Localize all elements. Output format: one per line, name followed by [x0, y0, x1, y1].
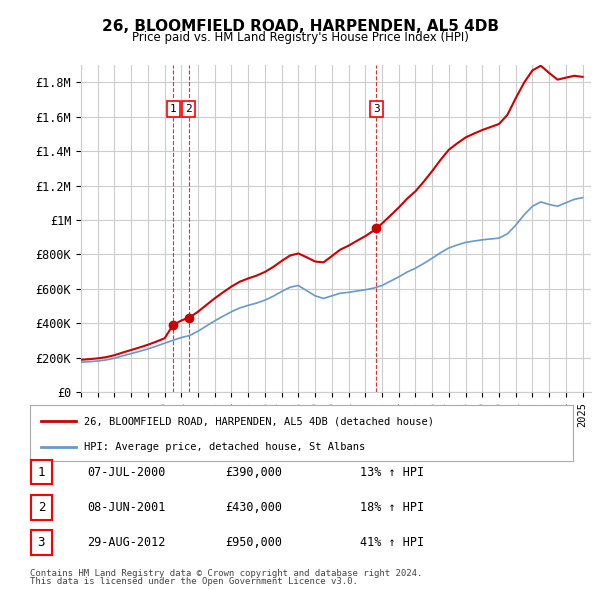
- Text: HPI: Average price, detached house, St Albans: HPI: Average price, detached house, St A…: [85, 442, 365, 453]
- Text: Contains HM Land Registry data © Crown copyright and database right 2024.: Contains HM Land Registry data © Crown c…: [30, 569, 422, 578]
- Text: 2: 2: [38, 501, 45, 514]
- Text: 3: 3: [38, 536, 45, 549]
- Text: 18% ↑ HPI: 18% ↑ HPI: [360, 501, 424, 514]
- Text: 2: 2: [185, 104, 192, 114]
- Text: 07-JUL-2000: 07-JUL-2000: [87, 466, 166, 478]
- Text: 3: 3: [373, 104, 380, 114]
- Text: 26, BLOOMFIELD ROAD, HARPENDEN, AL5 4DB (detached house): 26, BLOOMFIELD ROAD, HARPENDEN, AL5 4DB …: [85, 416, 434, 426]
- Text: £950,000: £950,000: [225, 536, 282, 549]
- Text: 41% ↑ HPI: 41% ↑ HPI: [360, 536, 424, 549]
- Text: 08-JUN-2001: 08-JUN-2001: [87, 501, 166, 514]
- Text: This data is licensed under the Open Government Licence v3.0.: This data is licensed under the Open Gov…: [30, 578, 358, 586]
- Text: £430,000: £430,000: [225, 501, 282, 514]
- Text: 1: 1: [38, 466, 45, 478]
- Text: Price paid vs. HM Land Registry's House Price Index (HPI): Price paid vs. HM Land Registry's House …: [131, 31, 469, 44]
- Text: 13% ↑ HPI: 13% ↑ HPI: [360, 466, 424, 478]
- Text: £390,000: £390,000: [225, 466, 282, 478]
- Text: 29-AUG-2012: 29-AUG-2012: [87, 536, 166, 549]
- Text: 26, BLOOMFIELD ROAD, HARPENDEN, AL5 4DB: 26, BLOOMFIELD ROAD, HARPENDEN, AL5 4DB: [101, 19, 499, 34]
- Text: 1: 1: [170, 104, 176, 114]
